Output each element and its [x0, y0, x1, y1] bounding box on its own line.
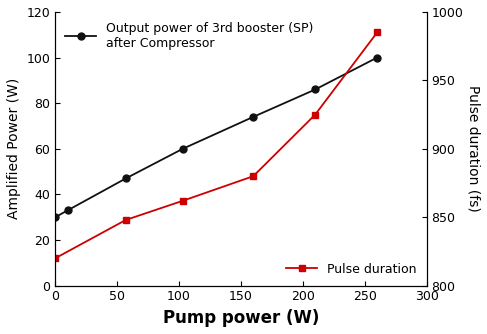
Pulse duration [312, 113, 318, 117]
Pulse duration [180, 199, 186, 203]
Output power of 3rd booster (SP)
after Compressor [123, 176, 129, 180]
Legend: Pulse duration: Pulse duration [282, 259, 420, 279]
Output power of 3rd booster (SP)
after Compressor [65, 208, 71, 212]
X-axis label: Pump power (W): Pump power (W) [163, 309, 319, 327]
Output power of 3rd booster (SP)
after Compressor [52, 215, 58, 219]
Y-axis label: Amplified Power (W): Amplified Power (W) [7, 78, 21, 219]
Output power of 3rd booster (SP)
after Compressor [312, 88, 318, 92]
Y-axis label: Pulse duration (fs): Pulse duration (fs) [466, 86, 480, 212]
Line: Pulse duration: Pulse duration [52, 29, 381, 262]
Line: Output power of 3rd booster (SP)
after Compressor: Output power of 3rd booster (SP) after C… [52, 54, 381, 221]
Pulse duration [52, 256, 58, 260]
Pulse duration [123, 218, 129, 222]
Pulse duration [374, 30, 380, 34]
Output power of 3rd booster (SP)
after Compressor [180, 147, 186, 151]
Output power of 3rd booster (SP)
after Compressor [250, 115, 256, 119]
Legend: Output power of 3rd booster (SP)
after Compressor: Output power of 3rd booster (SP) after C… [61, 18, 318, 54]
Pulse duration [250, 174, 256, 178]
Output power of 3rd booster (SP)
after Compressor [374, 55, 380, 59]
